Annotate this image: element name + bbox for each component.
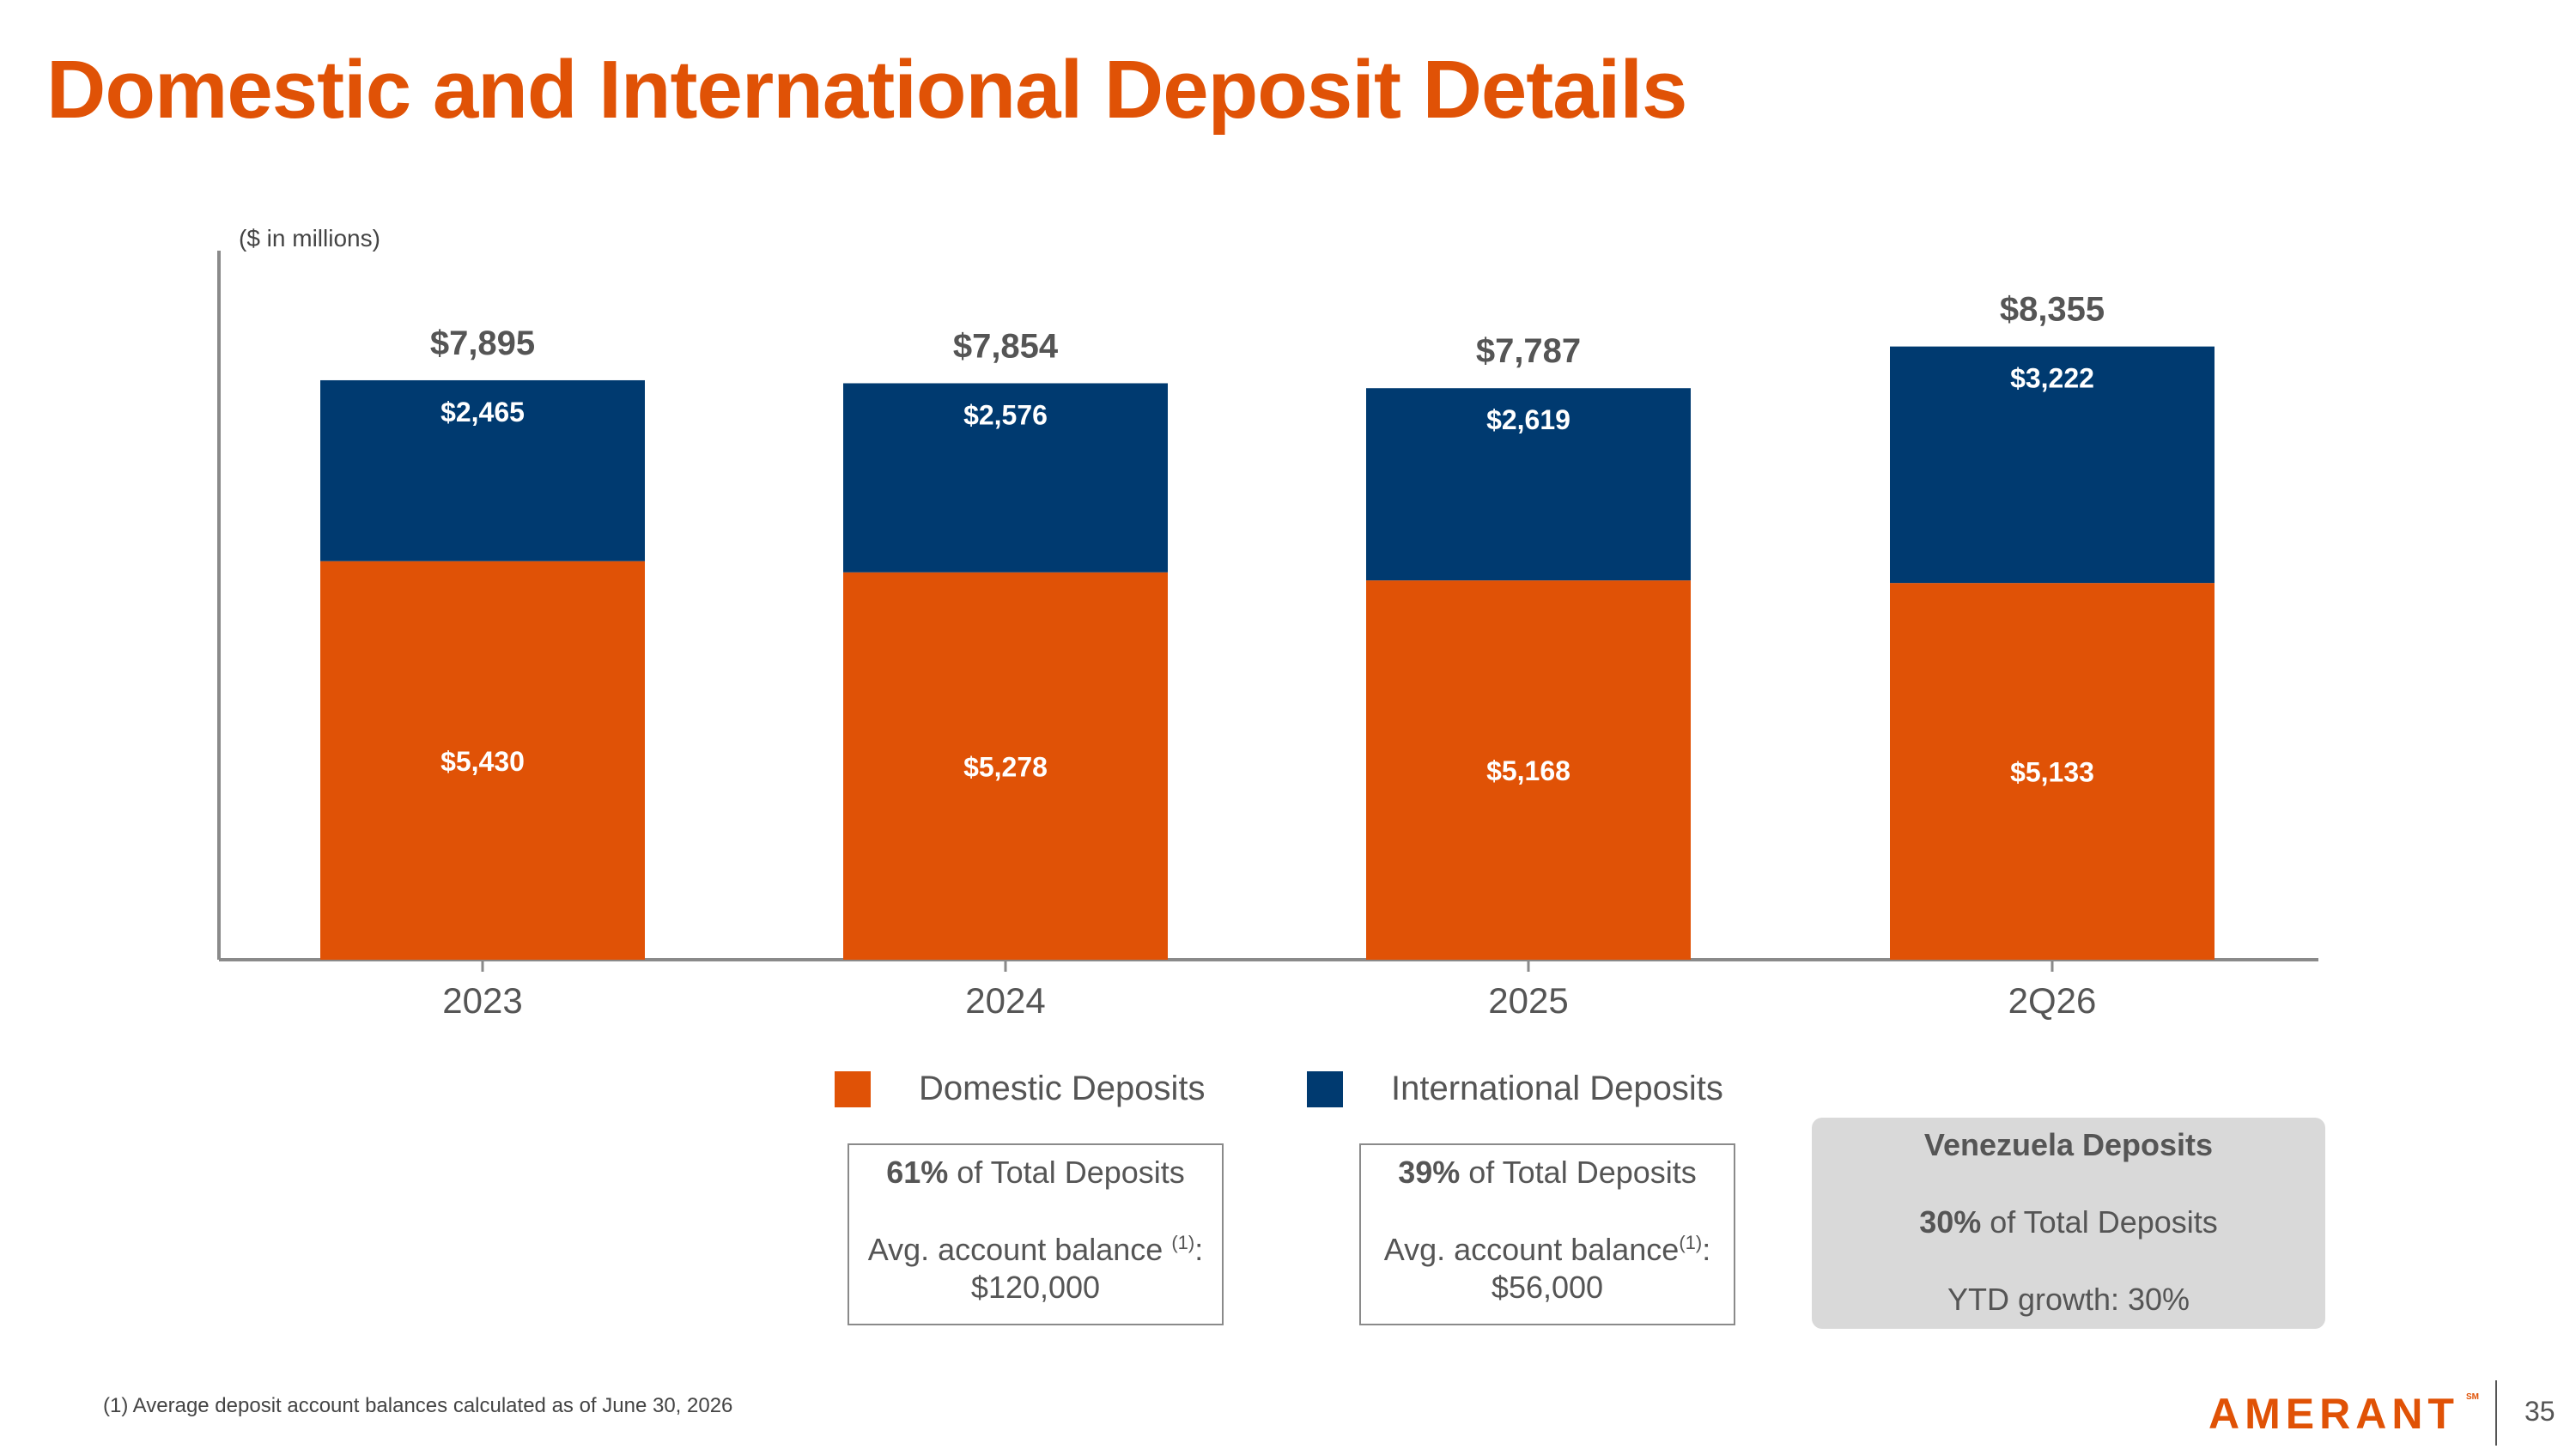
venezuela-pct-line: 30% of Total Deposits bbox=[1812, 1203, 2325, 1241]
data-label-international-2023: $2,465 bbox=[440, 397, 525, 427]
international-footnote-ref: (1) bbox=[1679, 1232, 1703, 1253]
total-label-2Q26: $8,355 bbox=[2000, 291, 2105, 329]
chart-legend: Domestic Deposits International Deposits bbox=[0, 1070, 2576, 1121]
page-number: 35 bbox=[2524, 1396, 2555, 1427]
data-label-international-2024: $2,576 bbox=[963, 399, 1048, 430]
venezuela-info-box: Venezuela Deposits 30% of Total Deposits… bbox=[1812, 1118, 2325, 1329]
international-balance-label: Avg. account balance bbox=[1383, 1232, 1680, 1267]
domestic-pct: 61% bbox=[886, 1155, 949, 1190]
domestic-balance-value: $120,000 bbox=[970, 1270, 1101, 1305]
legend-item-international: International Deposits bbox=[1307, 1070, 1723, 1108]
x-tick-label-2024: 2024 bbox=[965, 980, 1045, 1021]
international-pct-text: of Total Deposits bbox=[1460, 1155, 1697, 1190]
international-balance-line: Avg. account balance(1): bbox=[1361, 1231, 1734, 1269]
domestic-pct-line: 61% of Total Deposits bbox=[849, 1154, 1222, 1191]
venezuela-growth: YTD growth: 30% bbox=[1947, 1282, 2190, 1317]
data-label-domestic-2Q26: $5,133 bbox=[2010, 757, 2094, 788]
international-pct-line: 39% of Total Deposits bbox=[1361, 1154, 1734, 1191]
data-label-domestic-2023: $5,430 bbox=[440, 746, 525, 777]
domestic-footnote-ref: (1) bbox=[1171, 1232, 1195, 1253]
data-label-domestic-2025: $5,168 bbox=[1486, 755, 1571, 786]
x-tick-label-2023: 2023 bbox=[442, 980, 522, 1021]
bar-domestic-2025 bbox=[1366, 580, 1691, 960]
footnote: (1) Average deposit account balances cal… bbox=[103, 1394, 733, 1417]
bar-international-2Q26 bbox=[1890, 346, 2215, 584]
domestic-info-box: 61% of Total Deposits Avg. account balan… bbox=[848, 1143, 1224, 1325]
bar-domestic-2024 bbox=[843, 572, 1168, 960]
legend-label-domestic: Domestic Deposits bbox=[919, 1070, 1206, 1107]
international-info-box: 39% of Total Deposits Avg. account balan… bbox=[1359, 1143, 1735, 1325]
x-tick-label-2Q26: 2Q26 bbox=[2008, 980, 2097, 1021]
international-pct: 39% bbox=[1398, 1155, 1461, 1190]
data-label-international-2Q26: $3,222 bbox=[2010, 363, 2094, 394]
international-balance-suffix: : bbox=[1702, 1232, 1711, 1267]
data-label-international-2025: $2,619 bbox=[1486, 404, 1571, 435]
bar-domestic-2Q26 bbox=[1890, 583, 2215, 960]
domestic-balance-suffix: : bbox=[1194, 1232, 1204, 1267]
data-label-domestic-2024: $5,278 bbox=[963, 751, 1048, 782]
legend-swatch-international bbox=[1307, 1070, 1343, 1107]
total-label-2024: $7,854 bbox=[953, 327, 1059, 365]
domestic-balance-label: Avg. account balance bbox=[867, 1232, 1172, 1267]
venezuela-pct-text: of Total Deposits bbox=[1981, 1204, 2218, 1240]
legend-item-domestic: Domestic Deposits bbox=[835, 1070, 1205, 1108]
logo-service-mark: SM bbox=[2466, 1392, 2479, 1402]
total-label-2023: $7,895 bbox=[430, 324, 535, 362]
legend-swatch-domestic bbox=[835, 1070, 871, 1107]
bar-international-2024 bbox=[843, 383, 1168, 573]
domestic-pct-text: of Total Deposits bbox=[948, 1155, 1185, 1190]
bar-international-2025 bbox=[1366, 388, 1691, 581]
page-title: Domestic and International Deposit Detai… bbox=[46, 44, 1687, 136]
amerant-logo: AMERANT bbox=[2208, 1390, 2459, 1438]
domestic-balance-line: Avg. account balance (1): bbox=[849, 1231, 1222, 1269]
stacked-bar-chart: 2023 $5,430 $2,465 $7,895 2024 $5,278 $2,576 $7… bbox=[217, 251, 2318, 1021]
legend-label-international: International Deposits bbox=[1391, 1070, 1723, 1107]
bar-domestic-2023 bbox=[320, 561, 645, 960]
international-balance-value: $56,000 bbox=[1491, 1270, 1604, 1305]
venezuela-pct: 30% bbox=[1919, 1204, 1982, 1240]
footer-divider bbox=[2495, 1380, 2497, 1446]
x-tick-label-2025: 2025 bbox=[1488, 980, 1568, 1021]
venezuela-title: Venezuela Deposits bbox=[1923, 1127, 2214, 1162]
total-label-2025: $7,787 bbox=[1476, 332, 1581, 370]
bar-international-2023 bbox=[320, 379, 645, 561]
units-label: ($ in millions) bbox=[239, 225, 380, 252]
